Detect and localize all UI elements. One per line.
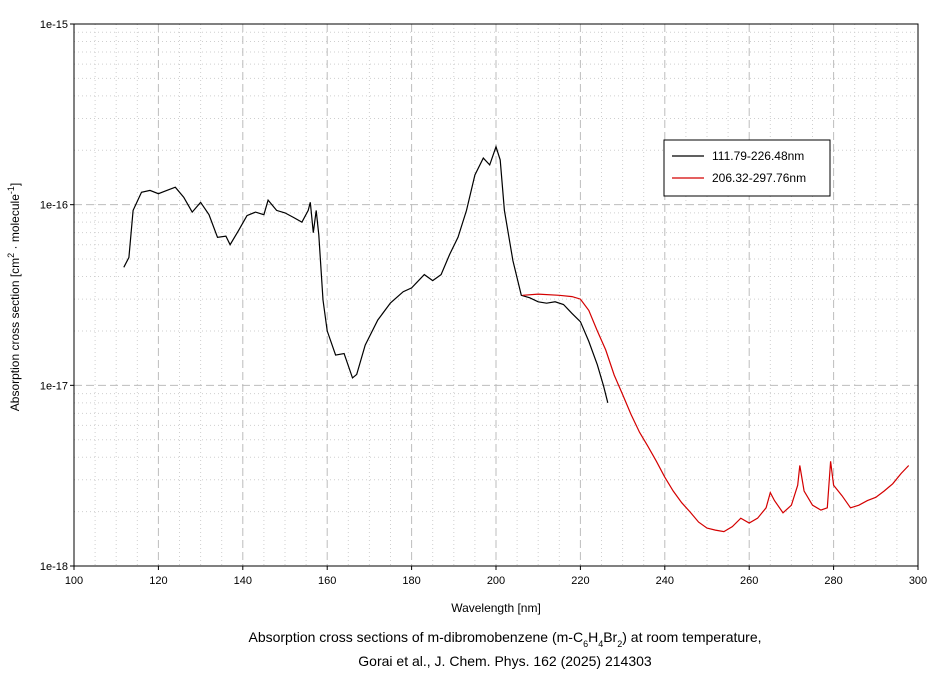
- x-tick-label: 200: [487, 575, 505, 587]
- x-tick-label: 240: [656, 575, 674, 587]
- chart-title: Absorption cross sections of m-dibromobe…: [248, 629, 761, 649]
- y-tick-label: 1e-15: [40, 19, 68, 31]
- x-axis-label: Wavelength [nm]: [451, 601, 541, 615]
- plot-frame: [73, 23, 919, 567]
- text-part: ]: [8, 183, 22, 186]
- text-part: ) at room temperature,: [622, 629, 761, 645]
- chart-subtitle: Gorai et al., J. Chem. Phys. 162 (2025) …: [358, 653, 652, 669]
- text-part: 2: [6, 253, 16, 258]
- legend-label: 206.32-297.76nm: [712, 171, 806, 185]
- text-part: Absorption cross sections of m-dibromobe…: [248, 629, 583, 645]
- x-tick-label: 140: [234, 575, 252, 587]
- text-part: 4: [598, 639, 603, 649]
- x-tick-label: 220: [571, 575, 589, 587]
- x-tick-label: 300: [909, 575, 927, 587]
- y-tick-label: 1e-17: [40, 380, 68, 392]
- x-tick-label: 120: [149, 575, 167, 587]
- legend-box: [663, 139, 831, 197]
- x-tick-label: 280: [824, 575, 842, 587]
- x-tick-label: 160: [318, 575, 336, 587]
- legend-label: 111.79-226.48nm: [712, 149, 804, 163]
- y-axis-label: Absorption cross section [cm2 · molecule…: [6, 183, 22, 411]
- text-part: Absorption cross section [cm: [8, 258, 22, 411]
- text-part: · molecule: [8, 194, 22, 253]
- x-tick-label: 180: [402, 575, 420, 587]
- y-tick-label: 1e-16: [40, 200, 68, 212]
- x-tick-label: 260: [740, 575, 758, 587]
- text-part: -1: [6, 186, 16, 194]
- y-tick-label: 1e-18: [40, 561, 68, 573]
- data-line: [522, 293, 910, 533]
- data-line: [123, 144, 609, 403]
- text-part: Br: [603, 629, 617, 645]
- x-tick-label: 100: [65, 575, 83, 587]
- text-part: H: [588, 629, 598, 645]
- text-part: 6: [583, 639, 588, 649]
- text-part: 2: [617, 639, 622, 649]
